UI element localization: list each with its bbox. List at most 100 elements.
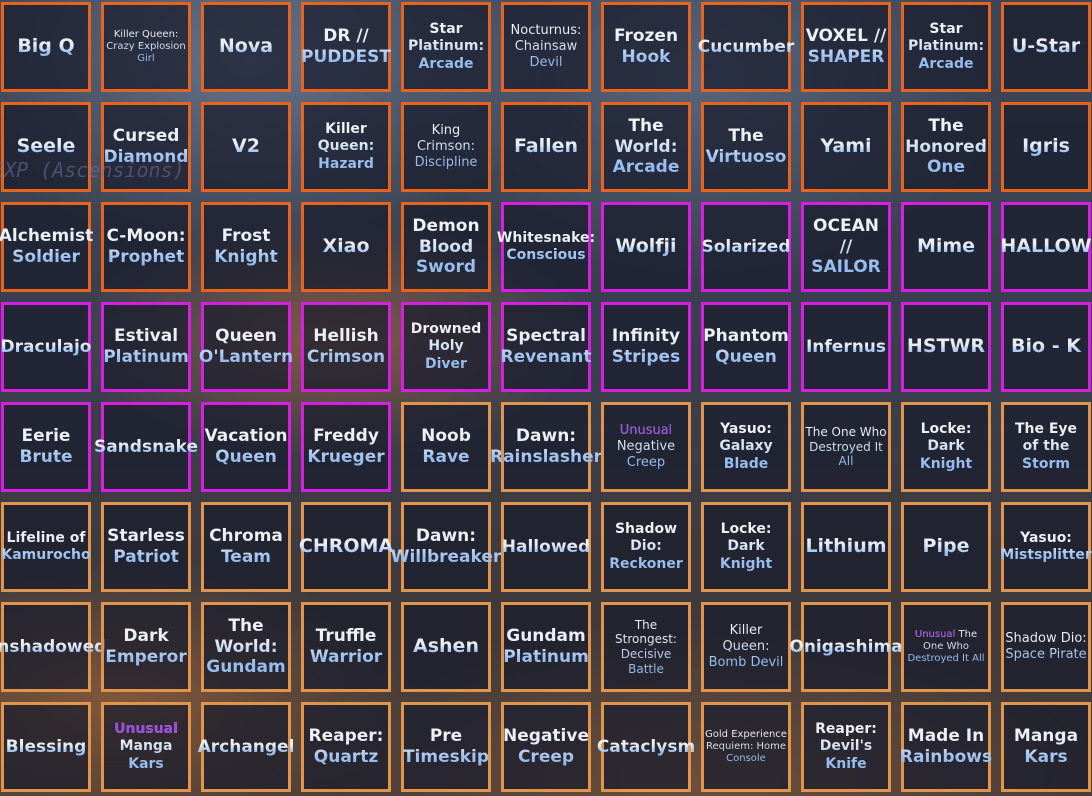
item-tile[interactable]: Bio - K bbox=[1001, 302, 1091, 392]
item-tile[interactable]: Infinity Stripes bbox=[601, 302, 691, 392]
item-tile[interactable]: Chroma Team bbox=[201, 502, 291, 592]
item-tile[interactable]: Draculajo bbox=[1, 302, 91, 392]
item-tile[interactable]: Locke: Dark Knight bbox=[901, 402, 991, 492]
item-tile[interactable]: Wolfji bbox=[601, 202, 691, 292]
item-tile[interactable]: Mime bbox=[901, 202, 991, 292]
item-tile[interactable]: Queen O'Lantern bbox=[201, 302, 291, 392]
item-tile[interactable]: Solarized bbox=[701, 202, 791, 292]
item-tile[interactable]: Gundam Platinum bbox=[501, 602, 591, 692]
item-tile[interactable]: Vacation Queen bbox=[201, 402, 291, 492]
item-tile[interactable]: Negative Creep bbox=[501, 702, 591, 792]
item-tile[interactable]: The One Who Destroyed It All bbox=[801, 402, 891, 492]
item-tile[interactable]: Yami bbox=[801, 102, 891, 192]
item-tile[interactable]: VOXEL // SHAPER bbox=[801, 2, 891, 92]
item-name-text: Pipe bbox=[922, 535, 970, 558]
item-tile[interactable]: Shadow Dio: Reckoner bbox=[601, 502, 691, 592]
item-name-text: Nocturnus: Chainsaw Devil bbox=[510, 23, 582, 70]
unusual-prefix: Unusual bbox=[619, 423, 673, 439]
item-tile[interactable]: Big Q bbox=[1, 2, 91, 92]
item-tile[interactable]: OCEAN // SAILOR bbox=[801, 202, 891, 292]
item-tile[interactable]: The World: Gundam bbox=[201, 602, 291, 692]
item-tile[interactable]: Gold Experience Requiem: Home Console bbox=[701, 702, 791, 792]
item-tile[interactable]: Reaper: Quartz bbox=[301, 702, 391, 792]
item-tile[interactable]: Reaper: Devil's Knife bbox=[801, 702, 891, 792]
item-tile[interactable]: HALLOW bbox=[1001, 202, 1091, 292]
item-tile[interactable]: Made In Rainbows bbox=[901, 702, 991, 792]
item-tile[interactable]: Estival Platinum bbox=[101, 302, 191, 392]
item-name-text: Vacation Queen bbox=[204, 426, 288, 467]
item-tile[interactable]: Cursed Diamond bbox=[101, 102, 191, 192]
item-tile[interactable]: Frozen Hook bbox=[601, 2, 691, 92]
item-tile[interactable]: Whitesnake: Conscious bbox=[501, 202, 591, 292]
item-name-text: Yasuo: Mistsplitter bbox=[1000, 529, 1092, 563]
item-tile[interactable]: Dawn: Rainslasher bbox=[501, 402, 591, 492]
item-tile[interactable]: Demon Blood Sword bbox=[401, 202, 491, 292]
item-tile[interactable]: Onigashima bbox=[801, 602, 891, 692]
item-tile[interactable]: Eerie Brute bbox=[1, 402, 91, 492]
item-tile[interactable]: Hallowed bbox=[501, 502, 591, 592]
item-tile[interactable]: Sandsnake bbox=[101, 402, 191, 492]
item-tile[interactable]: Yasuo: Galaxy Blade bbox=[701, 402, 791, 492]
item-tile[interactable]: The Honored One bbox=[901, 102, 991, 192]
item-tile[interactable]: Shadow Dio: Space Pirate bbox=[1001, 602, 1091, 692]
item-name-text: Yami bbox=[820, 135, 872, 158]
item-tile[interactable]: CHROMA bbox=[301, 502, 391, 592]
item-name: Queen O'Lantern bbox=[198, 326, 294, 367]
item-tile[interactable]: Dark Emperor bbox=[101, 602, 191, 692]
item-tile[interactable]: Hellish Crimson bbox=[301, 302, 391, 392]
item-tile[interactable]: Cataclysm bbox=[601, 702, 691, 792]
item-name: HALLOW bbox=[999, 235, 1092, 258]
item-tile[interactable]: DR // PUDDEST bbox=[301, 2, 391, 92]
item-tile[interactable]: Noob Rave bbox=[401, 402, 491, 492]
item-tile[interactable]: Killer Queen: Hazard bbox=[301, 102, 391, 192]
item-tile[interactable]: Cucumber bbox=[701, 2, 791, 92]
item-tile[interactable]: Nocturnus: Chainsaw Devil bbox=[501, 2, 591, 92]
item-tile[interactable]: The Eye of the Storm bbox=[1001, 402, 1091, 492]
item-tile[interactable]: HSTWR bbox=[901, 302, 991, 392]
item-tile[interactable]: Unusual The One Who Destroyed It All bbox=[901, 602, 991, 692]
item-tile[interactable]: Manga Kars bbox=[1001, 702, 1091, 792]
item-tile[interactable]: Locke: Dark Knight bbox=[701, 502, 791, 592]
item-tile[interactable]: Dawn: Willbreaker bbox=[401, 502, 491, 592]
item-tile[interactable]: Ashen bbox=[401, 602, 491, 692]
item-tile[interactable]: Infernus bbox=[801, 302, 891, 392]
item-tile[interactable]: Yasuo: Mistsplitter bbox=[1001, 502, 1091, 592]
item-tile[interactable]: Frost Knight bbox=[201, 202, 291, 292]
item-name: Igris bbox=[1021, 135, 1071, 158]
item-tile[interactable]: The Virtuoso bbox=[701, 102, 791, 192]
item-tile[interactable]: Alchemist Soldier bbox=[1, 202, 91, 292]
item-tile[interactable]: Truffle Warrior bbox=[301, 602, 391, 692]
item-tile[interactable]: Lithium bbox=[801, 502, 891, 592]
item-tile[interactable]: Unusual Manga Kars bbox=[101, 702, 191, 792]
item-tile[interactable]: Phantom Queen bbox=[701, 302, 791, 392]
item-tile[interactable]: U-Star bbox=[1001, 2, 1091, 92]
item-tile[interactable]: Star Platinum: Arcade bbox=[901, 2, 991, 92]
item-tile[interactable]: Archangel bbox=[201, 702, 291, 792]
item-tile[interactable]: Drowned Holy Diver bbox=[401, 302, 491, 392]
item-tile[interactable]: Xiao bbox=[301, 202, 391, 292]
item-tile[interactable]: Fallen bbox=[501, 102, 591, 192]
item-tile[interactable]: The Strongest: Decisive Battle bbox=[601, 602, 691, 692]
item-name: Drowned Holy Diver bbox=[404, 321, 488, 372]
item-tile[interactable]: The World: Arcade bbox=[601, 102, 691, 192]
item-tile[interactable]: Enshadowed bbox=[1, 602, 91, 692]
item-tile[interactable]: Starless Patriot bbox=[101, 502, 191, 592]
item-tile[interactable]: V2 bbox=[201, 102, 291, 192]
item-name-text: Cataclysm bbox=[596, 736, 696, 757]
item-tile[interactable]: Pipe bbox=[901, 502, 991, 592]
item-tile[interactable]: Freddy Krueger bbox=[301, 402, 391, 492]
item-tile[interactable]: Killer Queen: Crazy Explosion Girl bbox=[101, 2, 191, 92]
item-tile[interactable]: Seele bbox=[1, 102, 91, 192]
item-tile[interactable]: Blessing bbox=[1, 702, 91, 792]
item-tile[interactable]: Killer Queen: Bomb Devil bbox=[701, 602, 791, 692]
item-tile[interactable]: C-Moon: Prophet bbox=[101, 202, 191, 292]
item-tile[interactable]: King Crimson: Discipline bbox=[401, 102, 491, 192]
item-tile[interactable]: Igris bbox=[1001, 102, 1091, 192]
item-tile[interactable]: Pre Timeskip bbox=[401, 702, 491, 792]
item-name-text: Estival Platinum bbox=[103, 326, 189, 367]
item-tile[interactable]: Unusual Negative Creep bbox=[601, 402, 691, 492]
item-tile[interactable]: Star Platinum: Arcade bbox=[401, 2, 491, 92]
item-tile[interactable]: Spectral Revenant bbox=[501, 302, 591, 392]
item-tile[interactable]: Nova bbox=[201, 2, 291, 92]
item-tile[interactable]: Lifeline of Kamurocho bbox=[1, 502, 91, 592]
